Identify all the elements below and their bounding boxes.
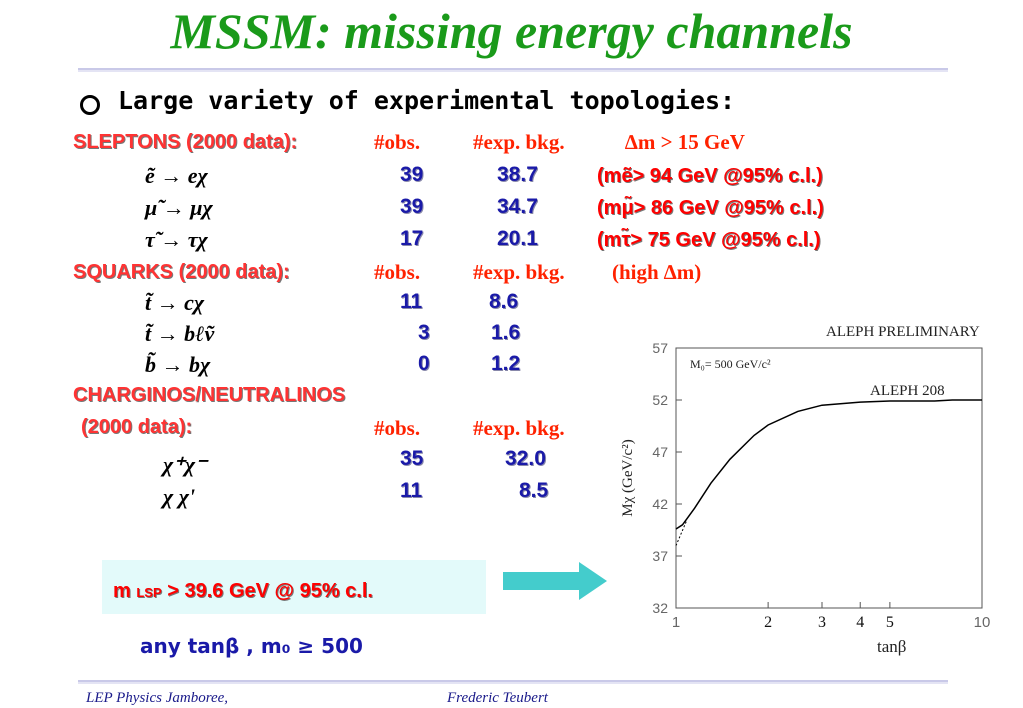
squark-bkg-3: 1.2: [491, 352, 521, 375]
x-tick-label-3: 3: [818, 614, 826, 631]
x-axis-label: tanβ: [877, 637, 906, 656]
footer-left: LEP Physics Jamboree,: [86, 690, 229, 706]
page-title: MSSM: missing energy channels: [170, 3, 853, 59]
squarks-header-bkg: #exp. bkg.: [473, 260, 565, 284]
y-tick-label-37: 37: [652, 548, 668, 564]
squark-obs-2: 3: [418, 321, 430, 344]
chargino-bkg-2: 8.5: [519, 479, 549, 502]
y-tick-label-32: 32: [652, 600, 668, 616]
squark-process-stop-c: t̃ → cχ: [145, 290, 205, 315]
series-dotted-extension-0: [675, 521, 687, 546]
plot-ticks: 32 37 42 47 52 57 1 2 3 4 5 10: [652, 340, 990, 631]
charginos-header-obs: #obs.: [374, 416, 421, 440]
title-divider: [78, 68, 948, 72]
x-tick-label-5: 5: [886, 614, 894, 631]
slepton-process-smuon: μ̃ → μχ: [145, 195, 213, 220]
squark-process-sbottom: b̃ → bχ: [145, 352, 211, 377]
x-tick-label-10: 10: [974, 614, 991, 631]
aleph-plot: ALEPH PRELIMINARY M₀= 500 GeV/c² ALEPH 2…: [620, 324, 990, 656]
slepton-limit-3: (mτ̃> 75 GeV @95% c.l.): [597, 229, 821, 251]
y-tick-label-47: 47: [652, 444, 668, 460]
sleptons-header-obs: #obs.: [374, 130, 421, 154]
footer-right: Frederic Teubert: [447, 690, 548, 706]
y-tick-label-57: 57: [652, 340, 668, 356]
slepton-obs-1: 39: [400, 163, 424, 186]
plot-frame: [675, 347, 983, 609]
squarks-header-obs: #obs.: [374, 260, 421, 284]
slepton-obs-2: 39: [400, 195, 424, 218]
y-tick-label-42: 42: [652, 496, 668, 512]
slepton-process-selectron: ẽ → eχ: [145, 163, 208, 188]
y-axis-label: Mχ (GeV/c²): [620, 439, 636, 516]
bullet-circle-icon: [80, 95, 100, 115]
squark-bkg-1: 8.6: [489, 290, 519, 313]
charginos-header-bkg: #exp. bkg.: [473, 416, 565, 440]
sleptons-header-bkg: #exp. bkg.: [473, 130, 565, 154]
slepton-limit-2: (mμ̃> 86 GeV @95% c.l.): [597, 197, 824, 219]
x-tick-label-2: 2: [764, 614, 772, 631]
plot-area: [675, 347, 983, 609]
right-arrow-icon: [503, 562, 607, 600]
lsp-subscript: LSP: [136, 585, 162, 600]
x-tick-label-1: 1: [672, 614, 680, 631]
neutralino-process-pair: χ χ': [163, 484, 196, 509]
sleptons-label: SLEPTONS (2000 data):: [73, 131, 298, 153]
lsp-mass-limit: m LSP > 39.6 GeV @ 95% c.l.: [113, 580, 373, 603]
squark-obs-3: 0: [418, 352, 430, 375]
condition-text: any tanβ , m₀ ≥ 500: [140, 634, 363, 658]
y-tick-label-52: 52: [652, 392, 668, 408]
slepton-obs-3: 17: [400, 227, 424, 250]
slepton-process-stau: τ̃ → τχ: [145, 227, 208, 252]
lsp-mass-value: > 39.6 GeV @ 95% c.l.: [167, 580, 373, 602]
squarks-header-cut: (high ∆m): [612, 260, 702, 284]
slepton-bkg-3: 20.1: [497, 227, 538, 250]
chargino-bkg-1: 32.0: [505, 447, 546, 470]
squark-process-stop-b: t̃ → bℓṽ: [145, 321, 215, 346]
lsp-mass-symbol: m: [113, 580, 131, 602]
curve-label: ALEPH 208: [870, 383, 945, 399]
result-box: [102, 560, 486, 614]
chargino-obs-1: 35: [400, 447, 424, 470]
footer-divider: [78, 680, 948, 684]
plot-annotation: M₀= 500 GeV/c²: [690, 357, 771, 371]
charginos-label-data: (2000 data):: [81, 416, 193, 438]
chargino-process-pair: χ⁺χ⁻: [163, 452, 207, 477]
slepton-bkg-1: 38.7: [497, 163, 538, 186]
subtitle: Large variety of experimental topologies…: [118, 86, 736, 115]
squarks-label: SQUARKS (2000 data):: [73, 261, 290, 283]
series-line-0: [675, 399, 982, 530]
x-tick-label-4: 4: [856, 614, 864, 631]
slepton-limit-1: (mẽ> 94 GeV @95% c.l.): [597, 165, 823, 187]
squark-bkg-2: 1.6: [491, 321, 521, 344]
slepton-bkg-2: 34.7: [497, 195, 538, 218]
charginos-label: CHARGINOS/NEUTRALINOS: [73, 384, 346, 406]
sleptons-header-cut: ∆m > 15 GeV: [625, 130, 745, 154]
chargino-obs-2: 11: [400, 479, 423, 502]
squark-obs-1: 11: [400, 290, 423, 313]
plot-title: ALEPH PRELIMINARY: [826, 324, 980, 340]
